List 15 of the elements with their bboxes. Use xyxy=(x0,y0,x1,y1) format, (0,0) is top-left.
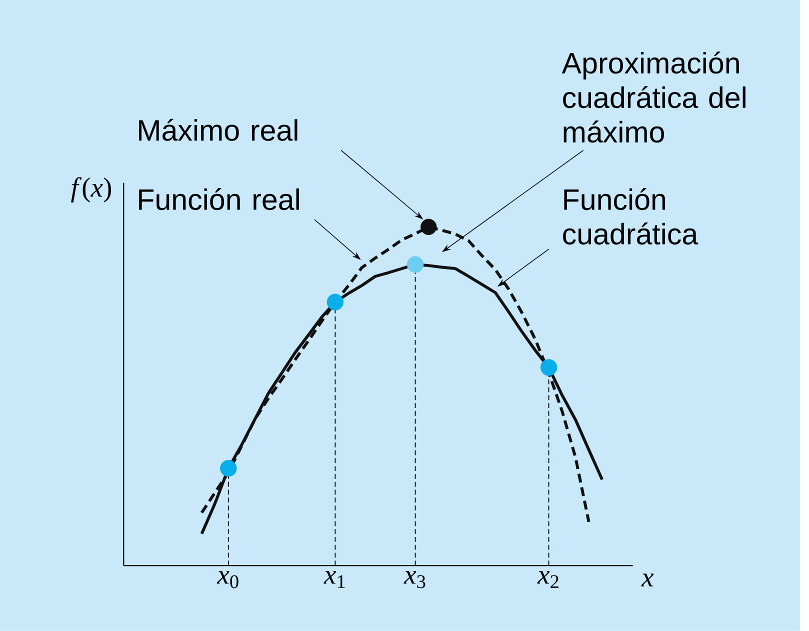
x-tick-label: x$_{3}$ xyxy=(404,571,426,588)
x-tick-label: x$_{1}$ xyxy=(324,571,345,588)
y-axis-title: f(x) xyxy=(71,177,111,203)
x-tick-label: x$_{0}$ xyxy=(216,571,238,588)
text: Máximo real xyxy=(139,118,298,141)
point xyxy=(406,256,424,273)
point xyxy=(326,294,344,311)
annotation: Función cuadrática xyxy=(563,188,698,245)
point xyxy=(220,460,237,477)
x-axis-title: x xyxy=(641,574,654,586)
point xyxy=(540,359,558,376)
text: Aproximación cuadrática del máximo xyxy=(562,52,746,143)
text: Función real xyxy=(139,188,299,210)
point xyxy=(420,218,437,236)
x-tick-label: x$_{2}$ xyxy=(537,571,558,588)
